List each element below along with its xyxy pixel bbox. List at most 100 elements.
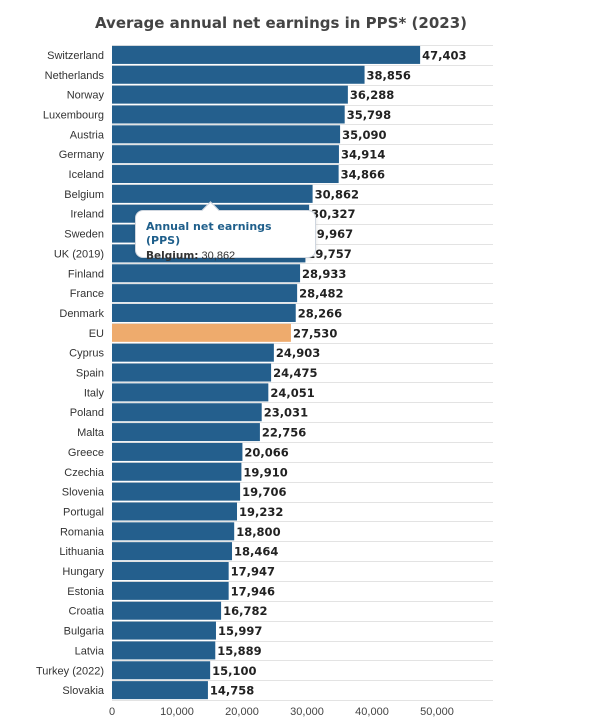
- category-label: Switzerland: [47, 50, 104, 62]
- bar-portugal[interactable]: [112, 502, 238, 521]
- bar-bulgaria[interactable]: [112, 621, 216, 640]
- bar-netherlands[interactable]: [112, 65, 365, 84]
- value-label: 19,232: [239, 505, 283, 519]
- category-label: Germany: [59, 149, 105, 161]
- bar-croatia[interactable]: [112, 601, 222, 620]
- value-label: 28,266: [298, 306, 342, 320]
- bar-czechia[interactable]: [112, 462, 242, 481]
- bar-iceland[interactable]: [112, 165, 339, 184]
- bar-malta[interactable]: [112, 423, 260, 442]
- bar-poland[interactable]: [112, 403, 262, 422]
- category-label: Luxembourg: [43, 109, 104, 121]
- category-label: France: [70, 288, 104, 300]
- tooltip-category: Belgium:: [146, 250, 199, 262]
- value-label: 28,482: [299, 287, 343, 301]
- value-label: 30,327: [311, 207, 355, 221]
- value-label: 36,288: [350, 88, 394, 102]
- value-label: 17,946: [231, 584, 275, 598]
- bar-romania[interactable]: [112, 522, 235, 541]
- x-tick-label: 10,000: [160, 706, 194, 718]
- category-label: EU: [89, 328, 104, 340]
- category-label: Finland: [68, 268, 104, 280]
- value-label: 27,530: [293, 326, 337, 340]
- bar-italy[interactable]: [112, 383, 269, 402]
- category-label: Bulgaria: [64, 626, 105, 638]
- value-label: 20,066: [244, 445, 288, 459]
- value-label: 30,862: [315, 187, 359, 201]
- bar-greece[interactable]: [112, 442, 243, 461]
- category-label: Estonia: [67, 586, 105, 598]
- value-label: 47,403: [422, 48, 466, 62]
- value-labels: 47,403 38,856 36,288 35,798 35,090 34,914 34,8…: [210, 48, 467, 697]
- bar-norway[interactable]: [112, 85, 348, 104]
- value-label: 16,782: [223, 604, 267, 618]
- category-label: Italy: [84, 387, 105, 399]
- value-label: 22,756: [262, 426, 306, 440]
- bar-germany[interactable]: [112, 145, 339, 164]
- category-label: Slovenia: [62, 487, 105, 499]
- x-tick-label: 40,000: [355, 706, 389, 718]
- category-label: Ireland: [70, 209, 104, 221]
- category-label: Sweden: [64, 229, 104, 241]
- bar-estonia[interactable]: [112, 581, 229, 600]
- value-label: 34,914: [341, 148, 385, 162]
- category-label: Portugal: [63, 506, 104, 518]
- x-axis-ticks: 0 10,000 20,000 30,000 40,000 50,000: [109, 706, 454, 718]
- bar-slovakia[interactable]: [112, 681, 208, 700]
- category-label: Croatia: [69, 606, 105, 618]
- x-tick-label: 20,000: [225, 706, 259, 718]
- value-label: 24,475: [273, 366, 317, 380]
- x-tick-label: 0: [109, 706, 115, 718]
- tooltip: Annual net earnings (PPS) Belgium: 30,86…: [135, 210, 316, 262]
- category-label: Iceland: [69, 169, 104, 181]
- value-label: 28,933: [302, 267, 346, 281]
- x-tick-label: 50,000: [420, 706, 454, 718]
- category-label: Poland: [70, 407, 104, 419]
- value-label: 18,464: [234, 545, 278, 559]
- category-label: Hungary: [62, 566, 104, 578]
- bar-slovenia[interactable]: [112, 482, 241, 501]
- bar-hungary[interactable]: [112, 562, 229, 581]
- tooltip-value: 30,862: [201, 250, 236, 262]
- category-label: Belgium: [64, 189, 104, 201]
- bar-denmark[interactable]: [112, 303, 296, 322]
- value-label: 19,910: [243, 465, 287, 479]
- value-label: 15,100: [212, 664, 256, 678]
- bar-latvia[interactable]: [112, 641, 216, 660]
- value-label: 35,090: [342, 128, 386, 142]
- gridlines: [112, 45, 493, 701]
- bar-france[interactable]: [112, 284, 298, 303]
- value-label: 24,903: [276, 346, 320, 360]
- value-label: 38,856: [367, 68, 411, 82]
- bar-cyprus[interactable]: [112, 343, 274, 362]
- chart-title: Average annual net earnings in PPS* (202…: [95, 14, 467, 32]
- value-label: 15,889: [217, 644, 261, 658]
- bar-eu[interactable]: [112, 323, 291, 342]
- category-label: Norway: [67, 90, 105, 102]
- bar-turkey-2022[interactable]: [112, 661, 211, 680]
- category-label: Spain: [76, 368, 104, 380]
- category-label: Turkey (2022): [36, 665, 104, 677]
- bar-lithuania[interactable]: [112, 542, 233, 561]
- value-label: 18,800: [236, 525, 280, 539]
- value-label: 35,798: [347, 108, 391, 122]
- value-label: 15,997: [218, 624, 262, 638]
- bar-belgium[interactable]: [112, 184, 313, 203]
- bar-spain[interactable]: [112, 363, 272, 382]
- category-label: Lithuania: [59, 546, 105, 558]
- value-label: 17,947: [231, 565, 275, 579]
- category-label: Greece: [68, 447, 104, 459]
- value-label: 24,051: [270, 386, 314, 400]
- bar-switzerland[interactable]: [112, 45, 421, 64]
- bar-finland[interactable]: [112, 264, 301, 283]
- value-label: 29,757: [307, 247, 351, 261]
- category-label: Netherlands: [45, 70, 105, 82]
- value-label: 23,031: [264, 406, 308, 420]
- value-label: 29,967: [309, 227, 353, 241]
- bar-luxembourg[interactable]: [112, 105, 345, 124]
- category-label: Denmark: [59, 308, 104, 320]
- category-label: Austria: [70, 129, 105, 141]
- bar-austria[interactable]: [112, 125, 341, 144]
- value-label: 14,758: [210, 684, 254, 698]
